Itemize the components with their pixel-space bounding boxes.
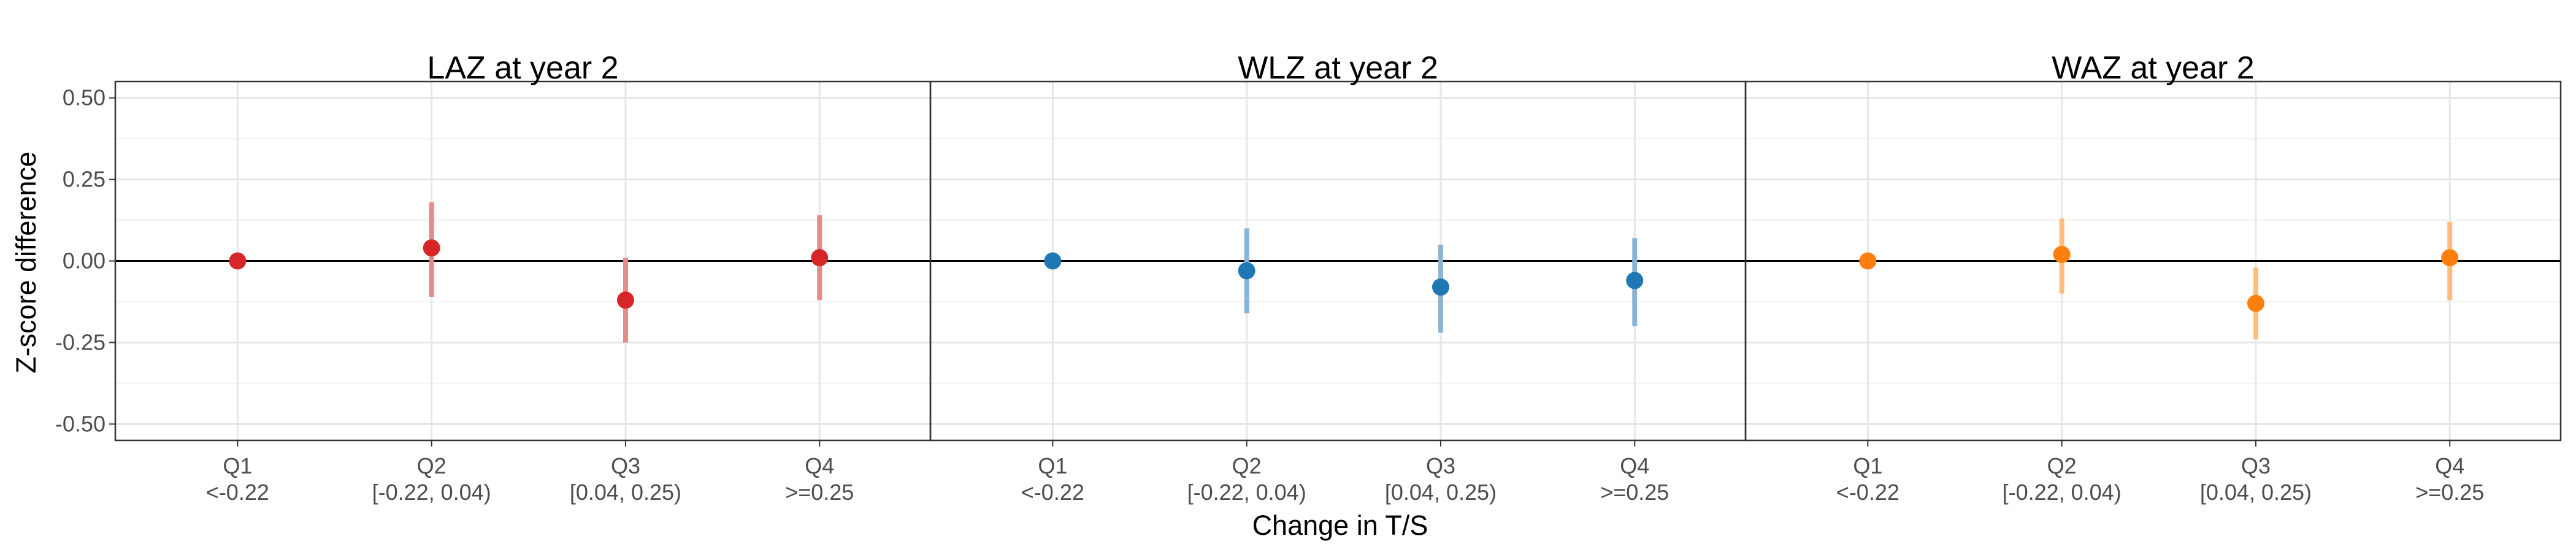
estimate-point <box>1859 252 1877 270</box>
x-tick-label-range: [-0.22, 0.04) <box>2003 480 2122 505</box>
x-tick-label-quartile: Q1 <box>223 453 252 478</box>
y-tick-label: 0.25 <box>63 167 105 192</box>
facet-title: LAZ at year 2 <box>427 50 618 86</box>
estimate-point <box>423 239 440 257</box>
panel-border <box>1744 80 2562 442</box>
estimate-point <box>2053 245 2071 263</box>
estimate-point <box>811 249 829 267</box>
x-tick-label-quartile: Q1 <box>1853 453 1882 478</box>
x-tick-label-range: >=0.25 <box>2415 480 2484 505</box>
x-tick-label-quartile: Q1 <box>1038 453 1067 478</box>
x-tick-label-range: [-0.22, 0.04) <box>1187 480 1306 505</box>
facet-title: WAZ at year 2 <box>2052 50 2254 86</box>
y-tick-label: -0.25 <box>55 329 105 355</box>
x-axis-title: Change in T/S <box>1252 510 1428 541</box>
estimate-point <box>616 291 634 309</box>
facet-title: WLZ at year 2 <box>1238 50 1438 86</box>
x-tick-label-range: [0.04, 0.25) <box>570 480 681 505</box>
marks-layer <box>115 202 2561 343</box>
x-tick-label-quartile: Q4 <box>805 453 834 478</box>
estimate-point <box>1238 262 1255 280</box>
x-tick-label-quartile: Q2 <box>2047 453 2077 478</box>
y-axis-title: Z-score difference <box>10 151 42 374</box>
x-tick-label-range: [0.04, 0.25) <box>2200 480 2312 505</box>
x-tick-label-range: >=0.25 <box>1600 480 1669 505</box>
x-tick-label-range: <-0.22 <box>206 480 269 505</box>
x-tick-label-quartile: Q4 <box>1620 453 1649 478</box>
x-tick-label-quartile: Q4 <box>2435 453 2464 478</box>
estimate-point <box>1626 272 1644 289</box>
x-tick-label-range: <-0.22 <box>1021 480 1084 505</box>
estimate-point <box>1044 252 1062 270</box>
estimate-point <box>2441 249 2459 267</box>
estimate-point <box>1432 278 1449 296</box>
x-tick-label-range: <-0.22 <box>1836 480 1899 505</box>
x-tick-label-quartile: Q3 <box>1426 453 1455 478</box>
y-tick-label: 0.50 <box>63 85 105 110</box>
x-tick-label-quartile: Q2 <box>1232 453 1262 478</box>
y-tick-label: -0.50 <box>55 411 105 436</box>
y-tick-label: 0.00 <box>63 248 105 274</box>
x-tick-label-range: >=0.25 <box>785 480 854 505</box>
x-tick-label-quartile: Q3 <box>2241 453 2271 478</box>
estimate-point <box>229 252 247 270</box>
x-tick-label-quartile: Q2 <box>417 453 447 478</box>
x-tick-label-range: [0.04, 0.25) <box>1385 480 1497 505</box>
frame-layer <box>109 80 2562 447</box>
x-tick-label-range: [-0.22, 0.04) <box>372 480 491 505</box>
x-tick-label-quartile: Q3 <box>611 453 640 478</box>
estimate-point <box>2247 294 2264 312</box>
